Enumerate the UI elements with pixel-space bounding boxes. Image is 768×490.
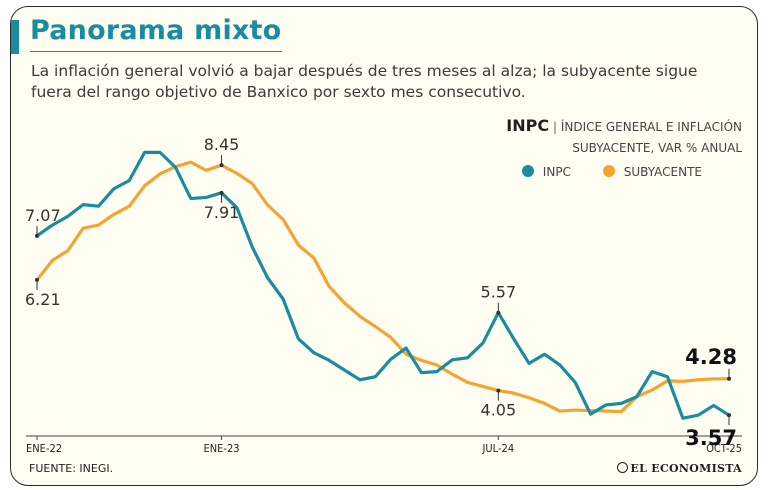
legend-item-inpc: INPC (521, 165, 571, 179)
x-tick-label: ENE-22 (26, 442, 62, 455)
chart-subtitle: La inflación general volvió a bajar desp… (31, 62, 698, 101)
title-accent-bar (11, 20, 19, 54)
annotation-point (35, 233, 39, 238)
annotation-label: 3.57 (685, 426, 737, 450)
series-line-subyacente (35, 160, 731, 414)
legend: INPC SUBYACENTE (494, 165, 702, 179)
annotation-label: 7.91 (204, 203, 240, 222)
annotation-point (727, 376, 731, 381)
globe-icon (617, 462, 629, 473)
annotation-label: 7.07 (25, 206, 61, 225)
source-note: FUENTE: INEGI. (29, 462, 114, 475)
legend-dot-subyacente (602, 165, 615, 177)
legend-heading: INPC | ÍNDICE GENERAL E INFLACIÓN SUBYAC… (412, 115, 742, 159)
x-tick-label: OCT-25 (706, 442, 742, 455)
annotation-point (496, 310, 501, 315)
legend-item-subyacente: SUBYACENTE (602, 165, 702, 179)
infographic-frame: Panorama mixto La inflación general volv… (10, 6, 758, 486)
annotation-label: 4.28 (685, 345, 737, 369)
legend-dot-inpc (521, 165, 534, 177)
annotation-label: 6.21 (25, 290, 61, 309)
annotation-point (727, 413, 731, 418)
chart-title: Panorama mixto (30, 15, 282, 46)
annotation-point (219, 190, 224, 195)
series-line-inpc (35, 150, 731, 420)
brand-logo: EL ECONOMISTA (617, 462, 742, 475)
legend-label-inpc: INPC (542, 165, 571, 179)
legend-heading-bold: INPC (506, 116, 550, 135)
annotation-point (35, 277, 39, 282)
brand-name: EL ECONOMISTA (630, 462, 742, 475)
legend-label-subyacente: SUBYACENTE (623, 165, 702, 179)
title-underline (30, 51, 282, 52)
annotation-point (496, 388, 501, 393)
x-tick-label: ENE-23 (203, 442, 239, 455)
annotation-point (219, 163, 224, 168)
annotation-label: 8.45 (204, 135, 240, 154)
legend-desc-line1: ÍNDICE GENERAL E INFLACIÓN (560, 120, 742, 134)
x-tick-label: JUL-24 (482, 442, 515, 455)
annotation-label: 5.57 (481, 283, 517, 302)
legend-desc-line2: SUBYACENTE, VAR % ANUAL (572, 141, 742, 155)
annotation-label: 4.05 (481, 401, 517, 420)
legend-separator: | (552, 120, 557, 134)
